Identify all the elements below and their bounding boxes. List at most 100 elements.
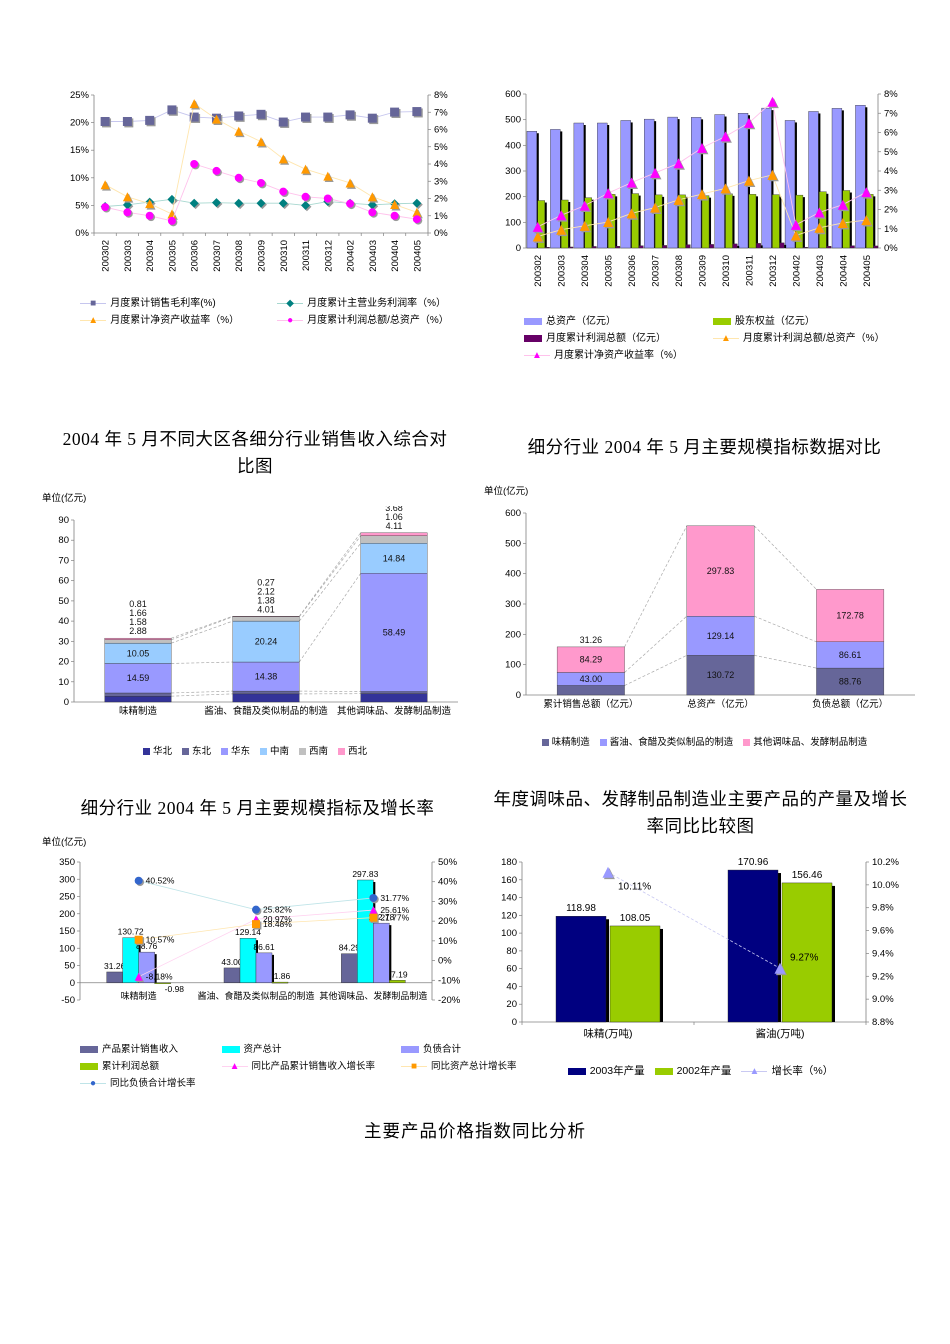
svg-text:300: 300 — [505, 599, 521, 610]
marker-series: 10.57% 18.48% 21.77% — [134, 913, 410, 946]
svg-text:其他调味品、发酵制品制造: 其他调味品、发酵制品制造 — [319, 990, 427, 1001]
stacked-bar: 4.011.38 14.38 20.24 2.120.27 — [232, 578, 300, 703]
svg-text:0.27: 0.27 — [257, 578, 275, 588]
svg-text:58.49: 58.49 — [383, 628, 406, 638]
legend-marker-icon: ▲ — [712, 333, 739, 343]
stacked-bar: 2.881.58 14.59 10.05 1.660.81 — [104, 599, 172, 703]
legend-item: 味精制造 — [541, 734, 590, 751]
svg-text:25.82%: 25.82% — [263, 905, 292, 915]
svg-text:4.01: 4.01 — [257, 605, 275, 615]
legend-item: 其他调味品、发酵制品制造 — [743, 734, 867, 751]
svg-text:200304: 200304 — [145, 240, 156, 272]
svg-text:50: 50 — [58, 596, 69, 607]
chart-region-sales: 2004 年 5 月不同大区各细分行业销售收入综合对比图 单位(亿元) 0 10 2… — [40, 426, 470, 760]
svg-text:200404: 200404 — [838, 255, 849, 287]
svg-text:其他调味品、发酵制品制造: 其他调味品、发酵制品制造 — [337, 705, 452, 717]
svg-text:200403: 200403 — [368, 240, 379, 272]
svg-text:9.2%: 9.2% — [872, 972, 894, 983]
svg-text:88.76: 88.76 — [136, 941, 158, 951]
svg-text:10%: 10% — [70, 173, 90, 184]
legend-item: 2002年产量 — [654, 1063, 731, 1080]
svg-text:200303: 200303 — [557, 255, 568, 287]
legend-item: 华北 — [142, 743, 172, 760]
legend-label: 华东 — [230, 746, 250, 758]
legend-marker-icon: ▲ — [221, 1061, 248, 1071]
svg-text:200402: 200402 — [791, 255, 802, 287]
svg-text:200310: 200310 — [279, 240, 290, 272]
marker-series: 40.52% 25.82% 31.77% — [134, 876, 410, 916]
svg-text:200309: 200309 — [698, 255, 709, 287]
svg-text:84.29: 84.29 — [339, 943, 361, 953]
svg-text:9.27%: 9.27% — [790, 953, 818, 964]
svg-text:200405: 200405 — [862, 255, 873, 287]
svg-text:250: 250 — [59, 892, 75, 903]
legend-marker-icon: ● — [277, 315, 304, 325]
svg-text:300: 300 — [505, 166, 521, 177]
svg-text:200310: 200310 — [721, 255, 732, 287]
chart-segment-scale: 细分行业 2004 年 5 月主要规模指标数据对比 单位(亿元) 0 100 200… — [482, 434, 927, 751]
chart-monthly-profit-ratios: 0% 5% 10% 15% 20% 25% 0% 1% 2% 3% 4% 5% 6% 7% 8% 200302… — [52, 85, 477, 329]
stacked-bar: 31.26 43.00 84.29 — [556, 635, 625, 696]
svg-text:8%: 8% — [884, 89, 898, 100]
svg-text:118.98: 118.98 — [566, 903, 596, 914]
legend-swatch — [743, 739, 751, 747]
svg-text:2%: 2% — [884, 205, 898, 216]
svg-text:0: 0 — [516, 243, 521, 254]
svg-text:累计销售总额（亿元）: 累计销售总额（亿元） — [543, 698, 638, 710]
svg-text:-20%: -20% — [438, 995, 461, 1006]
monthly-profit-ratios-plot: 0% 5% 10% 15% 20% 25% 0% 1% 2% 3% 4% 5% 6% 7% 8% 200302… — [70, 90, 448, 272]
svg-text:1%: 1% — [884, 224, 898, 235]
legend-item: 股东权益（亿元） — [712, 313, 885, 330]
scale-growth-legend: 产品累计销售收入 资产总计 负债合计 累计利润总额 ▲ 同比产品累计销售收入增长率 ■ 同比资… — [40, 1041, 517, 1092]
svg-text:200311: 200311 — [301, 240, 312, 271]
svg-text:1.86: 1.86 — [274, 971, 291, 981]
svg-text:7%: 7% — [884, 108, 898, 119]
svg-text:总资产（亿元）: 总资产（亿元） — [687, 698, 754, 710]
legend-label: 味精制造 — [551, 737, 590, 749]
svg-text:2%: 2% — [434, 194, 448, 205]
svg-text:200312: 200312 — [323, 240, 334, 272]
svg-text:150: 150 — [59, 926, 75, 937]
legend-marker-icon: ● — [80, 1078, 106, 1088]
legend-item: 东北 — [181, 743, 211, 760]
legend-item: ▲ 月度累计净资产收益率（%） — [524, 347, 683, 364]
svg-text:172.78: 172.78 — [368, 912, 394, 922]
legend-item: 资产总计 — [221, 1041, 376, 1058]
marker-series — [532, 96, 873, 234]
stacked-bar: 88.76 86.61 172.78 — [816, 589, 885, 696]
legend-label: 股东权益（亿元） — [734, 316, 815, 327]
svg-text:120: 120 — [501, 911, 517, 922]
svg-text:160: 160 — [501, 875, 517, 886]
legend-item: ▲ 月度累计净资产收益率（%） — [80, 312, 239, 329]
svg-text:100: 100 — [59, 943, 75, 954]
legend-item: 总资产（亿元） — [524, 313, 683, 330]
legend-item: 累计利润总额 — [80, 1058, 196, 1075]
svg-text:20.97%: 20.97% — [263, 914, 292, 924]
legend-swatch — [260, 748, 267, 756]
legend-swatch — [220, 748, 228, 756]
legend-label: 负债合计 — [423, 1044, 462, 1056]
svg-text:200308: 200308 — [674, 255, 685, 287]
annual-output-legend: 2003年产量 2002年产量 ▲ 增长率（%） — [478, 1063, 923, 1080]
svg-text:1%: 1% — [434, 211, 448, 222]
svg-text:14.59: 14.59 — [127, 673, 150, 683]
chart-annual-output: 年度调味品、发酵制品制造业主要产品的产量及增长率同比比较图 0 20 40 60 80 1… — [478, 786, 923, 1080]
svg-text:600: 600 — [505, 89, 521, 100]
svg-text:-50: -50 — [61, 995, 75, 1006]
legend-label: 资产总计 — [243, 1044, 282, 1056]
svg-text:14.38: 14.38 — [255, 672, 278, 682]
svg-text:200312: 200312 — [768, 255, 779, 287]
svg-text:500: 500 — [505, 115, 521, 126]
svg-text:31.26: 31.26 — [104, 961, 126, 971]
svg-text:1.06: 1.06 — [385, 512, 403, 522]
svg-text:7%: 7% — [434, 107, 448, 118]
svg-text:40: 40 — [506, 982, 517, 993]
marker-series — [532, 169, 873, 243]
legend-marker-icon: ▲ — [80, 315, 107, 325]
bar-series: 31.26 43.00 84.29 — [104, 943, 361, 984]
svg-text:10.2%: 10.2% — [872, 857, 899, 868]
svg-text:200309: 200309 — [257, 240, 268, 272]
svg-text:15%: 15% — [70, 145, 90, 156]
svg-text:8.8%: 8.8% — [872, 1017, 894, 1028]
